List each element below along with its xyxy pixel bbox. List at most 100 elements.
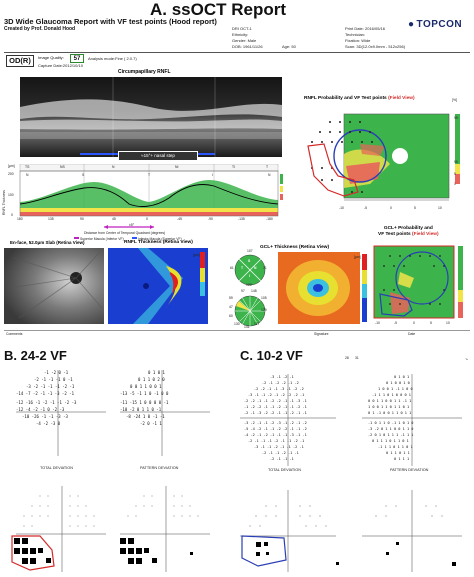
sector-right1: 105 [261, 296, 267, 300]
gcl-thickness-map [278, 252, 368, 324]
prob-x-5: 5 [414, 206, 416, 210]
image-quality-value: 57 [70, 54, 84, 63]
enface-image [4, 248, 104, 324]
sector-label-ti: TI [232, 165, 236, 169]
gcl-x-m5: -5 [394, 321, 398, 325]
sector-top1: 97 [241, 289, 245, 293]
x-tick-m90: -90 [208, 217, 213, 221]
circumpapillary-title: Circumpapillary RNFL [118, 69, 171, 75]
cp-quad-i: I [212, 173, 213, 177]
analysis-mode: Analysis mode:Fine ( 2.0.7) [88, 56, 137, 61]
x-tick-180: 180 [17, 217, 23, 221]
header-left-col: DRI OCT-1 Ethnicity: Gender: Male DOB: 1… [232, 26, 263, 50]
vf-24-2-td-title: TOTAL DEVIATION [40, 466, 73, 470]
svg-text:-3 -2 0 1 1 0 0 1 1 0: -3 -2 0 1 1 0 0 1 1 0 [368, 427, 413, 431]
rnfl-axis-label: RNFL Thickness [2, 190, 6, 215]
x-tick-m180: -180 [266, 217, 273, 221]
sector-right2: 129 [261, 308, 267, 312]
svg-text:-2 -1 -1 -2 -1 -1: -2 -1 -1 -2 -1 -1 [262, 451, 299, 455]
pd-row-3: -13 -5 -1 1 0 -1 0 0 [120, 391, 169, 396]
svg-text:-1 0 1 1 0 -1 1 0 1 0: -1 0 1 1 0 -1 1 0 1 0 [368, 421, 413, 425]
svg-text:1 0 0 1 -1 1 0 0: 1 0 0 1 -1 1 0 0 [378, 387, 413, 391]
x-tick-45: 45 [112, 217, 116, 221]
quad-top-value: 107 [247, 249, 253, 253]
deg-label: ±5° [129, 223, 135, 227]
quad-label-s: S [248, 259, 251, 263]
sector-label-ns: NS [60, 165, 65, 169]
sector-label-t: T [266, 165, 269, 169]
vf-24-2-td-grid: -1 -2 0 -1 -2 -1 -1 -1 0 -1 -3 -2 -1 -1 … [16, 370, 106, 428]
gcl-prob-field-view: (Field View) [412, 232, 439, 237]
sector-top2: 148 [251, 289, 257, 293]
x-tick-90: 90 [80, 217, 84, 221]
eye-indicator: OD(R) [6, 55, 34, 67]
svg-text:-2 -1 -2 -2 -1 -2: -2 -1 -2 -2 -1 -2 [262, 381, 299, 385]
svg-text:-1 -2 -2 -1 -1 -2 -1 -1 -2 -1: -1 -2 -2 -1 -1 -2 -1 -1 -2 -1 [244, 405, 307, 409]
svg-text:0 0 1 1 0 0 1 1 -1 1: 0 0 1 1 0 0 1 1 -1 1 [368, 399, 411, 403]
pd-row-6: -8 -24 1 0 -1 -1 [126, 414, 165, 419]
pd-row-4: -11 -15 1 0 0 0 0 -1 [120, 400, 169, 405]
footer-divider [4, 330, 470, 331]
footer-comments: Comments [6, 332, 23, 336]
image-quality-label: Image Quality: [38, 55, 64, 60]
colorbar-5: 5 [454, 172, 456, 176]
svg-text:-3 -1 -2 -1: -3 -1 -2 -1 [270, 375, 294, 379]
sector-label-ts: TS [25, 165, 30, 169]
x-tick-m135: -135 [238, 217, 245, 221]
gcl-probability-map [370, 242, 470, 326]
td-row-5: -12 -4 -2 -1 0 -2 -3 [16, 407, 65, 412]
svg-text:-1 1 1 0 1 1 0 1: -1 1 1 0 1 1 0 1 [378, 445, 413, 449]
quad-label-i: I [249, 274, 250, 278]
gcl-prob-title: GCL+ Probability and VF Test points (Fie… [378, 226, 439, 238]
svg-text:0 1 0 0 1 0: 0 1 0 0 1 0 [386, 381, 410, 385]
sector-bottom3: 117 [254, 322, 260, 326]
td-row-3: -14 -7 -2 -1 -1 -3 -2 -1 [16, 391, 74, 396]
topcon-logo-text: TOPCON [416, 19, 463, 30]
svg-text:-2 -1 -1 -1 -2 -1 -1 -2 -1: -2 -1 -1 -1 -2 -1 -1 -2 -1 [248, 439, 304, 443]
rnfl-thick-unit: [μm] [193, 253, 200, 257]
td-row-2: -3 -2 -1 -1 -1 -2 -1 [26, 384, 75, 389]
vf-10-2-top-marker: 28 [345, 356, 349, 360]
dob-label: DOB: 1961/11/26 [232, 44, 263, 49]
legend-inferior: Inferior Macula (Superior VF) [138, 237, 182, 241]
capture-date: Capture Date:2012/10/10 [38, 63, 83, 68]
rnfl-axis-unit: [μm] [8, 164, 15, 168]
svg-text:-3 -1 -1 -2 -1 -1 -2 -1: -3 -1 -1 -2 -1 -1 -2 -1 [254, 445, 304, 449]
cp-quad-n1: N [26, 173, 29, 177]
rnfl-prob-title: RNFL Probability and VF Test points (Fie… [304, 96, 415, 101]
svg-text:-3 -2 -1 -1 -2 -3 -1 -2 -1 -2: -3 -2 -1 -1 -2 -3 -1 -2 -1 -2 [244, 421, 307, 425]
svg-text:-2 0 1 0 1 1 1 -1 1 1: -2 0 1 0 1 1 1 -1 1 1 [368, 433, 413, 437]
rnfl-profile-chart [4, 163, 284, 242]
section-a-title: A. ssOCT Report [150, 0, 287, 19]
vf-10-2-top-marker2: 31 [355, 356, 359, 360]
svg-text:-2 -1 -1 -1: -2 -1 -1 -1 [270, 457, 294, 461]
svg-text:1 0 0 1 1 0 1 1 0 1: 1 0 0 1 1 0 1 1 0 1 [368, 405, 409, 409]
rnfl-prob-field-view: (Field View) [388, 96, 415, 101]
colorbar-unit: [%] [452, 98, 457, 102]
svg-text:-2 -1 -3 -2 -2 -1 -1 -2 -1 -1: -2 -1 -3 -2 -2 -1 -1 -2 -1 -1 [244, 411, 307, 415]
colorbar-95: 95 [454, 160, 458, 164]
nasal-step-label: ≈15°+ nasal step [118, 151, 198, 161]
quad-label-n: N [254, 266, 257, 270]
td-row-0: -1 -2 0 -1 [44, 370, 69, 375]
sector-bottom2: 141 [244, 325, 250, 329]
svg-text:0 1 1 1 0 1 1 0 1: 0 1 1 1 0 1 1 0 1 [372, 439, 409, 443]
legend-superior: Superior Macula (Inferior VF) [80, 237, 124, 241]
y-tick-100: 100 [8, 193, 14, 197]
enface-title: En-face, 52.0μm Slab (Retina View) [10, 240, 85, 245]
gcl-x-m10: -10 [375, 321, 380, 325]
sector-left2: 47 [229, 305, 233, 309]
vf-10-2-pd-title: PATTERN DEVIATION [390, 468, 429, 472]
x-tick-m45: -45 [177, 217, 182, 221]
topcon-logo: ● TOPCON [408, 19, 463, 30]
vf-10-2-panel: -3 -1 -2 -1 -2 -1 -2 -2 -1 -2 -2 -2 -1 -… [236, 366, 472, 576]
td-row-1: -2 -1 -1 -1 0 -1 [34, 377, 73, 382]
vf-24-2-pd-title: PATTERN DEVIATION [140, 466, 179, 470]
svg-text:0 1 1 1: 0 1 1 1 [394, 457, 409, 461]
colorbar-99: 99 [454, 116, 458, 120]
ethnicity-label: Ethnicity: [232, 32, 249, 37]
footer-signature: Signature [314, 332, 329, 336]
rnfl-thickness-map [108, 248, 208, 324]
quad-right-value: 71 [263, 266, 267, 270]
x-tick-135: 135 [48, 217, 54, 221]
